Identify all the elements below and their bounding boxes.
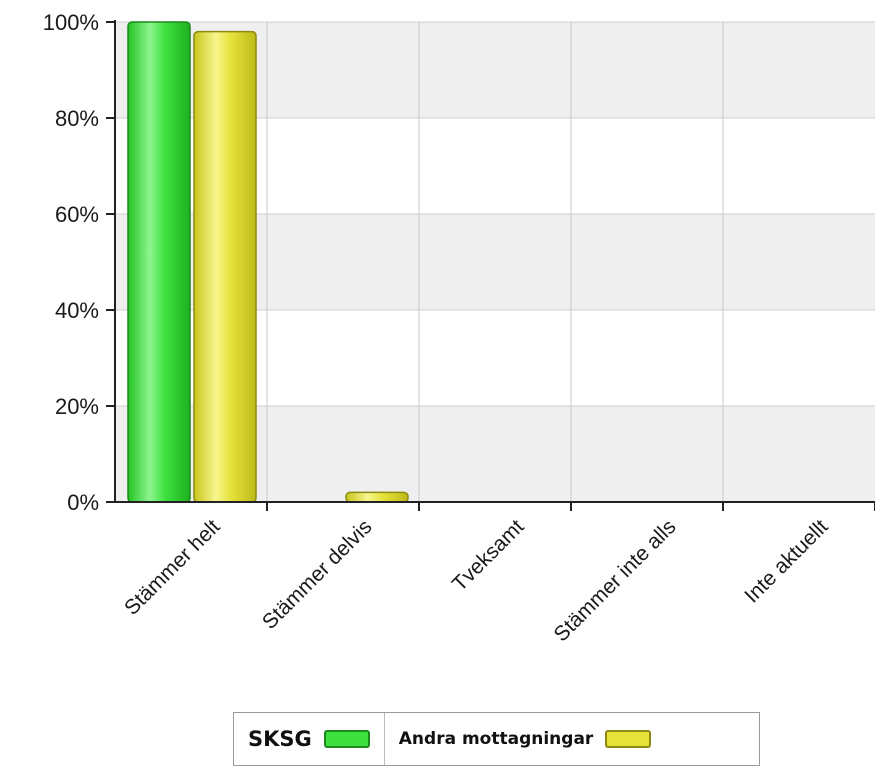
bars: [127, 21, 409, 503]
legend-swatch-yellow: [605, 730, 652, 748]
legend-item-sksg: SKSG: [234, 713, 384, 765]
x-tick-label: Stämmer helt: [120, 515, 225, 620]
legend-swatch-green: [323, 730, 370, 748]
legend-item-andra-mottagningar: Andra mottagningar: [383, 713, 666, 765]
y-tick-label: 80%: [55, 106, 99, 131]
y-tick-label: 60%: [55, 202, 99, 227]
bar-chart: 0% 20% 40% 60% 80% 100% Stämmer helt Stämmer d…: [43, 10, 875, 646]
bar-andra-mottagningar: [345, 491, 409, 503]
y-tick-labels: 0% 20% 40% 60% 80% 100%: [43, 10, 99, 515]
y-tick-label: 40%: [55, 298, 99, 323]
y-tick-label: 100%: [43, 10, 99, 35]
axes: [106, 20, 875, 511]
x-tick-label: Tveksamt: [448, 515, 529, 596]
bar-sksg: [127, 21, 191, 503]
bar-andra-mottagningar: [193, 30, 257, 503]
x-tick-labels: Stämmer helt Stämmer delvis Tveksamt Stämme…: [120, 515, 833, 646]
legend-label: Andra mottagningar: [398, 729, 594, 749]
legend: SKSG Andra mottagningar: [233, 712, 760, 766]
legend-label: SKSG: [248, 727, 312, 751]
x-tick-label: Inte aktuellt: [740, 515, 832, 607]
x-tick-label: Stämmer inte alls: [550, 515, 681, 646]
x-tick-label: Stämmer delvis: [258, 515, 377, 634]
y-tick-label: 0%: [67, 490, 99, 515]
y-tick-label: 20%: [55, 394, 99, 419]
